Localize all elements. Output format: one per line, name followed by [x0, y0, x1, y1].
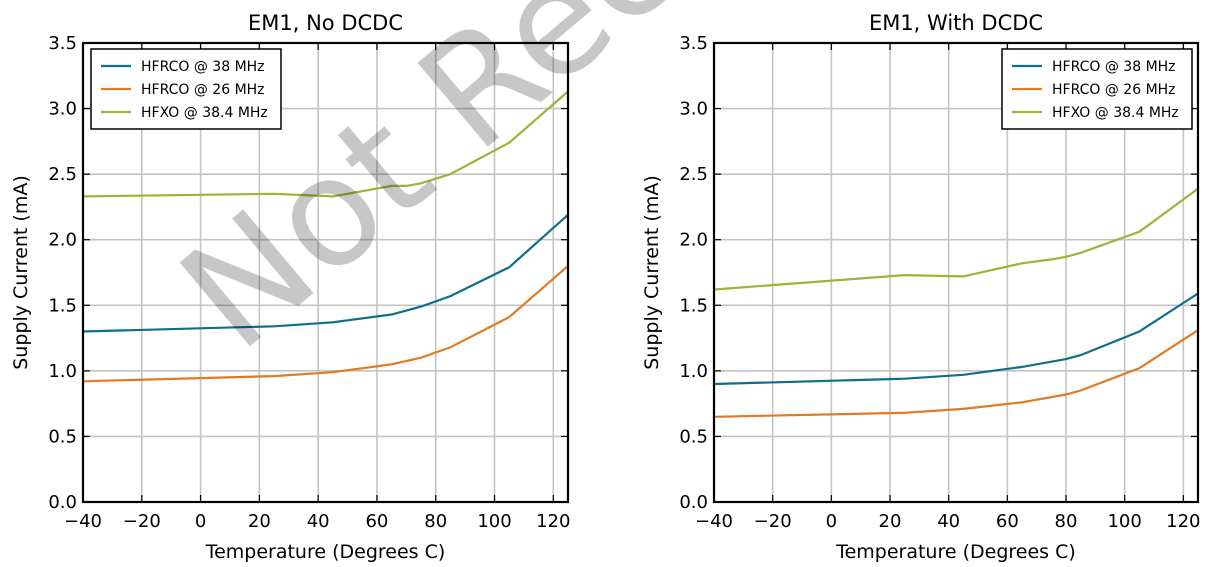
x-axis-label: Temperature (Degrees C) — [835, 541, 1076, 563]
y-tick-label: 1.0 — [48, 361, 77, 382]
x-tick-label: −40 — [695, 511, 733, 532]
x-tick-label: 100 — [1107, 511, 1141, 532]
series-line-3 — [714, 187, 1198, 291]
x-tick-label: 0 — [826, 511, 837, 532]
legend-label-1: HFRCO @ 38 MHz — [1052, 59, 1176, 75]
legend-label-3: HFXO @ 38.4 MHz — [141, 105, 268, 121]
x-axis-label: Temperature (Degrees C) — [205, 541, 446, 563]
y-tick-label: 3.5 — [679, 33, 708, 54]
plot-frame — [712, 41, 1200, 504]
chart-title: EM1, No DCDC — [248, 11, 403, 35]
y-tick-label: 0.0 — [48, 492, 77, 513]
series-line-1 — [83, 213, 568, 333]
y-tick-label: 3.0 — [48, 99, 77, 120]
x-tick-label: 120 — [1166, 511, 1200, 532]
y-axis-label: Supply Current (mA) — [641, 175, 663, 370]
y-tick-label: 2.5 — [679, 164, 708, 185]
y-tick-label: 2.0 — [48, 230, 77, 251]
legend: HFRCO @ 38 MHz HFRCO @ 26 MHz HFXO @ 38.4 … — [1001, 48, 1193, 130]
x-tick-label: 60 — [996, 511, 1019, 532]
x-tick-label: 100 — [477, 511, 511, 532]
y-tick-label: 2.5 — [48, 164, 77, 185]
x-tick-label: 60 — [365, 511, 388, 532]
legend-label-2: HFRCO @ 26 MHz — [141, 82, 265, 98]
x-tick-label: −20 — [123, 511, 161, 532]
x-tick-label: −20 — [754, 511, 792, 532]
y-tick-label: 0.0 — [679, 492, 708, 513]
x-tick-label: 40 — [307, 511, 330, 532]
chart-panel-2: −40 −20 0 20 40 60 80 100 120 0.0 0.5 1.0 1.5 2.0 2.5 3… — [641, 11, 1201, 563]
legend: HFRCO @ 38 MHz HFRCO @ 26 MHz HFXO @ 38.4 … — [90, 48, 282, 130]
x-tick-label: 80 — [424, 511, 447, 532]
x-tick-label: 40 — [937, 511, 960, 532]
y-tick-label: 2.0 — [679, 230, 708, 251]
x-tick-label: 20 — [879, 511, 902, 532]
y-tick-label: 3.5 — [48, 33, 77, 54]
series-line-2 — [83, 265, 568, 383]
y-tick-label: 1.5 — [679, 295, 708, 316]
x-tick-label: 0 — [195, 511, 206, 532]
series-line-2 — [714, 329, 1198, 418]
y-axis-label: Supply Current (mA) — [10, 175, 32, 370]
plot-frame — [81, 41, 570, 504]
y-tick-label: 0.5 — [48, 426, 77, 447]
chart-panel-1: −40 −20 0 20 40 60 80 100 120 0.0 0.5 1.0 1.5 2.0 2.5 3… — [10, 11, 570, 563]
chart-title: EM1, With DCDC — [869, 11, 1043, 35]
series-line-1 — [714, 292, 1198, 386]
series-line-3 — [83, 90, 568, 198]
x-tick-label: 80 — [1055, 511, 1078, 532]
legend-label-3: HFXO @ 38.4 MHz — [1052, 105, 1179, 121]
y-tick-label: 1.5 — [48, 295, 77, 316]
x-tick-label: 120 — [536, 511, 570, 532]
legend-label-2: HFRCO @ 26 MHz — [1052, 82, 1176, 98]
y-tick-label: 1.0 — [679, 361, 708, 382]
x-tick-label: 20 — [248, 511, 271, 532]
legend-label-1: HFRCO @ 38 MHz — [141, 59, 265, 75]
y-tick-label: 0.5 — [679, 426, 708, 447]
x-tick-label: −40 — [64, 511, 102, 532]
y-tick-label: 3.0 — [679, 99, 708, 120]
